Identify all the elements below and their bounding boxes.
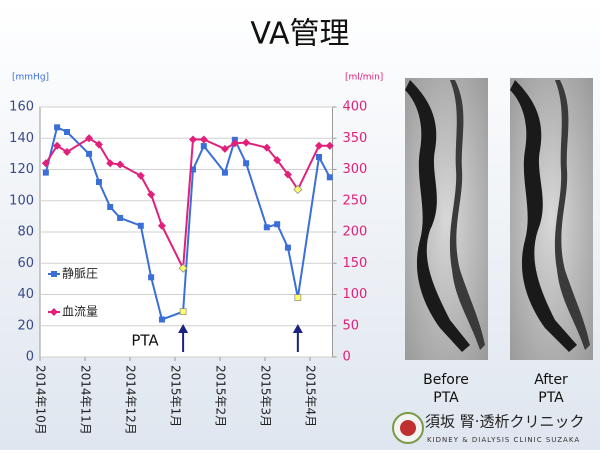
logo: 須坂 腎·透析クリニック KIDNEY & DIALYSIS CLINIC SU… <box>392 412 585 444</box>
legend-marker <box>50 308 58 316</box>
y-tick-label: 40 <box>17 287 34 302</box>
point <box>178 263 188 273</box>
point <box>189 135 197 144</box>
point <box>95 179 102 185</box>
point <box>283 170 292 179</box>
y-tick-label: 80 <box>17 225 34 240</box>
y2-tick-label: 400 <box>343 100 368 115</box>
point <box>41 159 50 168</box>
point <box>325 141 334 150</box>
point <box>94 140 103 149</box>
y2-tick-label: 250 <box>343 193 368 208</box>
x-tick-label: 2014年11月 <box>79 365 93 435</box>
point <box>262 143 271 152</box>
y2-tick-label: 0 <box>343 350 351 365</box>
y-axis-label: [mmHg] <box>12 73 49 83</box>
point <box>243 160 250 167</box>
point <box>106 159 115 168</box>
x-tick-label: 2015年3月 <box>259 365 273 427</box>
point <box>200 143 207 150</box>
y2-tick-label: 300 <box>343 162 368 177</box>
point <box>316 154 322 160</box>
point <box>179 308 187 316</box>
y2-tick-label: 200 <box>343 225 368 240</box>
series-line <box>45 137 330 272</box>
image-after <box>510 78 593 360</box>
point <box>53 141 62 150</box>
point <box>220 144 229 153</box>
y-tick-label: 60 <box>17 256 34 271</box>
y-tick-label: 20 <box>17 318 34 333</box>
point <box>64 129 70 135</box>
legend-label: 静脈圧 <box>62 267 98 281</box>
legend-marker <box>51 271 57 277</box>
x-tick-label: 2015年2月 <box>214 365 228 427</box>
point <box>199 135 208 144</box>
point <box>117 214 124 221</box>
y-tick-label: 0 <box>26 350 34 365</box>
point <box>190 166 196 173</box>
y2-tick-label: 350 <box>343 131 368 146</box>
point <box>263 224 270 231</box>
annotation: PTA <box>131 332 159 350</box>
point <box>42 169 49 176</box>
x-tick-label: 2014年10月 <box>34 365 48 435</box>
point <box>107 204 114 210</box>
y2-tick-label: 100 <box>343 287 368 302</box>
image-caption: After <box>534 372 568 388</box>
point <box>137 222 144 229</box>
y2-tick-label: 50 <box>343 318 360 333</box>
point <box>315 141 323 150</box>
logo-name: 須坂 腎·透析クリニック <box>425 413 585 431</box>
image-caption: PTA <box>538 390 564 406</box>
point <box>85 134 94 143</box>
x-tick-label: 2014年12月 <box>124 365 138 435</box>
point <box>273 156 282 165</box>
point <box>136 171 145 180</box>
y2-tick-label: 150 <box>343 256 368 271</box>
logo-subtitle: KIDNEY & DIALYSIS CLINIC SUZAKA <box>427 436 580 444</box>
arrow-head <box>292 324 303 333</box>
x-tick-label: 2015年1月 <box>169 365 183 427</box>
slide-title: VA管理 <box>250 17 349 52</box>
point <box>230 139 239 148</box>
point <box>284 244 291 251</box>
point <box>294 294 302 301</box>
legend-label: 血流量 <box>62 305 98 319</box>
point <box>242 138 251 147</box>
y-tick-label: 160 <box>9 100 34 115</box>
y2-axis-label: [ml/min] <box>345 73 383 83</box>
point <box>86 150 93 157</box>
point <box>274 221 281 228</box>
series-line <box>44 125 331 321</box>
point <box>54 124 61 131</box>
y-tick-label: 100 <box>9 193 34 208</box>
point <box>147 190 156 199</box>
point <box>157 221 166 230</box>
point <box>326 174 333 181</box>
chart: 0 20 40 60 80 100 120 140 160 0 50 100 150 200 250 300 3… <box>9 73 383 435</box>
point <box>158 316 165 323</box>
y-tick-label: 140 <box>9 131 34 146</box>
image-before <box>405 78 488 360</box>
image-caption: PTA <box>433 390 459 406</box>
point <box>63 148 71 156</box>
point <box>148 274 155 281</box>
x-tick-label: 2015年4月 <box>304 365 318 427</box>
point <box>116 160 125 169</box>
arrow-head <box>178 324 189 333</box>
image-caption: Before <box>423 372 469 388</box>
point <box>221 169 228 176</box>
point <box>293 185 303 194</box>
y-tick-label: 120 <box>9 162 34 177</box>
